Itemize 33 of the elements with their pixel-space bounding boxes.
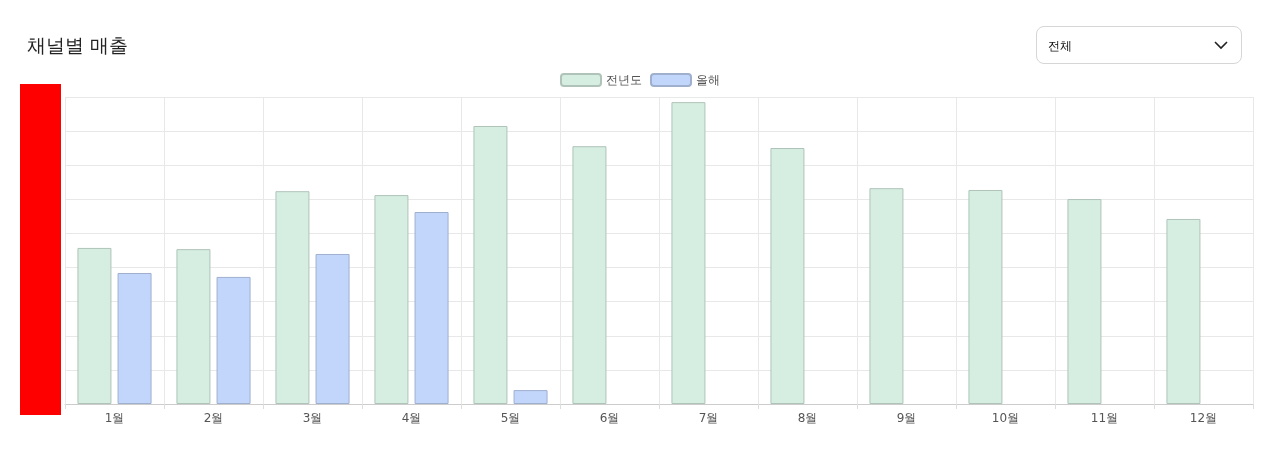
x-tick-label: 2월 bbox=[203, 411, 224, 425]
bar bbox=[770, 148, 805, 404]
bar bbox=[117, 272, 152, 404]
bar bbox=[216, 276, 251, 404]
bar bbox=[513, 390, 548, 404]
x-tick-label: 6월 bbox=[599, 411, 620, 425]
bar bbox=[1166, 218, 1201, 404]
x-tick-label: 11월 bbox=[1090, 411, 1119, 425]
bar bbox=[374, 195, 409, 404]
bar bbox=[473, 125, 508, 404]
x-tick-label: 4월 bbox=[401, 411, 422, 425]
x-tick-label: 1월 bbox=[104, 411, 125, 425]
x-tick-label: 8월 bbox=[797, 411, 818, 425]
bar bbox=[869, 188, 904, 404]
bar bbox=[968, 189, 1003, 404]
x-tick-label: 9월 bbox=[896, 411, 917, 425]
bar bbox=[315, 253, 350, 404]
legend-label: 올해 bbox=[696, 73, 720, 87]
bar bbox=[176, 249, 211, 404]
bar bbox=[77, 247, 112, 404]
x-tick-label: 5월 bbox=[500, 411, 521, 425]
bar bbox=[414, 212, 449, 404]
x-tick-label: 7월 bbox=[698, 411, 719, 425]
x-tick-label: 10월 bbox=[991, 411, 1020, 425]
x-tick-label: 12월 bbox=[1189, 411, 1218, 425]
legend-label: 전년도 bbox=[606, 73, 642, 87]
bar bbox=[671, 102, 706, 404]
chart-title: 채널별 매출 bbox=[27, 33, 129, 58]
bar bbox=[572, 146, 607, 404]
dropdown-field: 전체 bbox=[1036, 26, 1242, 64]
bar bbox=[275, 191, 310, 404]
bar bbox=[1067, 199, 1102, 404]
x-tick-label: 3월 bbox=[302, 411, 323, 425]
